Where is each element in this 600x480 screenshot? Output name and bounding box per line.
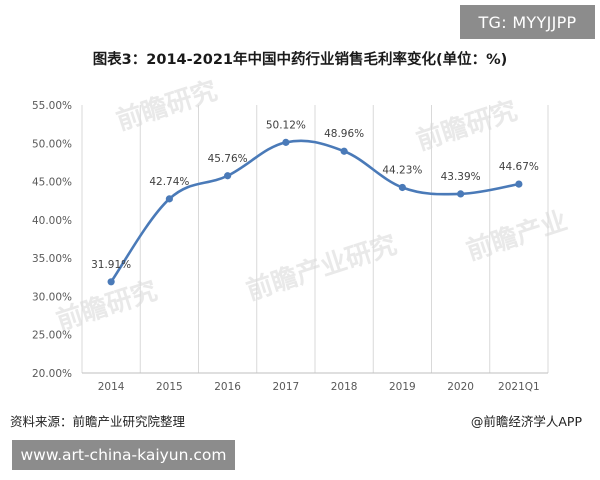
data-label: 43.39% <box>441 171 481 183</box>
watermark-logo-1: 前瞻研究 <box>113 75 222 137</box>
watermark-logo-5: 前瞻研究 <box>53 275 162 337</box>
y-tick-label: 40.00% <box>32 215 72 227</box>
source-note: 资料来源：前瞻产业研究院整理 <box>10 414 186 429</box>
data-label: 31.91% <box>91 259 131 271</box>
watermark-logo-2: 前瞻研究 <box>413 95 522 157</box>
x-tick-label: 2014 <box>98 381 125 393</box>
y-tick-label: 55.00% <box>32 100 72 112</box>
x-tick-label: 2015 <box>156 381 183 393</box>
url-banner: www.art-china-kaiyun.com <box>12 440 235 470</box>
data-point <box>398 183 406 192</box>
x-tick-label: 2021Q1 <box>498 381 540 393</box>
x-tick-label: 2019 <box>389 381 416 393</box>
y-tick-label: 45.00% <box>32 177 72 189</box>
x-tick-label: 2020 <box>447 381 474 393</box>
data-point <box>340 147 348 155</box>
watermark-badge: TG: MYYJJPP <box>460 5 595 39</box>
chart-title: 图表3：2014-2021年中国中药行业销售毛利率变化(单位：%) <box>92 52 508 68</box>
data-label: 44.23% <box>382 164 422 176</box>
x-tick-label: 2016 <box>214 381 241 393</box>
watermarks: 前瞻研究 前瞻研究 前瞻产业研究 前瞻产业 前瞻研究 <box>53 75 572 337</box>
x-tick-label: 2017 <box>273 381 300 393</box>
data-label: 48.96% <box>324 128 364 140</box>
data-label: 44.67% <box>499 161 539 173</box>
y-tick-label: 35.00% <box>32 253 72 265</box>
watermark-logo-3: 前瞻产业研究 <box>243 229 401 307</box>
data-label: 42.74% <box>149 176 189 188</box>
credit-note: @前瞻经济学人APP <box>470 414 582 429</box>
x-tick-label: 2018 <box>331 381 358 393</box>
y-tick-label: 25.00% <box>32 330 72 342</box>
y-tick-label: 20.00% <box>32 368 72 380</box>
y-tick-label: 30.00% <box>32 291 72 303</box>
data-label: 45.76% <box>208 153 248 165</box>
data-point <box>107 278 115 286</box>
data-point <box>457 190 465 198</box>
data-point <box>165 195 173 203</box>
data-point <box>515 180 523 188</box>
data-point <box>282 138 290 146</box>
watermark-logo-4: 前瞻产业 <box>463 205 572 267</box>
y-tick-label: 50.00% <box>32 138 72 150</box>
data-label: 50.12% <box>266 119 306 131</box>
data-point <box>224 172 232 180</box>
